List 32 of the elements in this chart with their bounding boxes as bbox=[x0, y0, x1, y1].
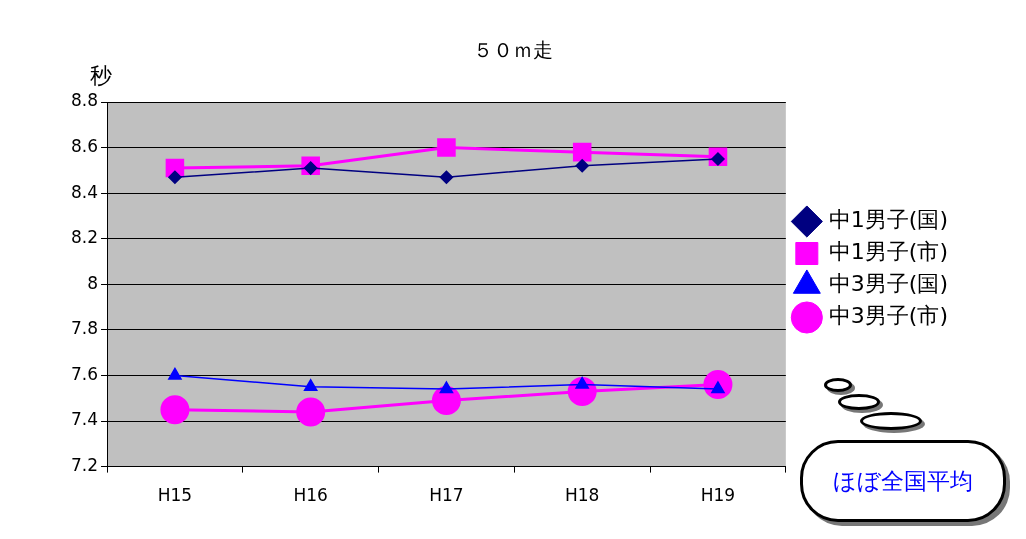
x-tick-label: H17 bbox=[429, 485, 464, 506]
point bbox=[160, 395, 190, 425]
y-tick-label: 7.8 bbox=[70, 318, 99, 339]
y-tick-label: 7.4 bbox=[70, 409, 99, 430]
y-tick-label: 8.8 bbox=[70, 90, 99, 111]
point bbox=[575, 159, 589, 173]
y-tick-label: 7.2 bbox=[70, 455, 99, 476]
x-tick-label: H18 bbox=[564, 485, 600, 506]
legend-label: 中3男子(市) bbox=[828, 303, 949, 329]
legend-label: 中1男子(市) bbox=[828, 239, 949, 265]
point bbox=[168, 367, 182, 380]
point bbox=[303, 379, 318, 392]
point bbox=[572, 142, 592, 162]
y-axis-title: 秒 bbox=[90, 63, 112, 88]
point bbox=[575, 376, 590, 389]
point bbox=[168, 170, 182, 184]
y-tick-label: 8.4 bbox=[70, 181, 99, 202]
x-tick-label: H15 bbox=[157, 485, 193, 506]
x-tick-label: H19 bbox=[700, 485, 736, 506]
chart-title: ５０ｍ走 bbox=[473, 38, 553, 63]
y-tick-label: 8.6 bbox=[70, 136, 99, 156]
legend-label: 中3男子(国) bbox=[828, 271, 949, 297]
point bbox=[437, 138, 456, 157]
y-tick-label: 8.2 bbox=[70, 227, 99, 248]
legend-label: 中1男子(国) bbox=[828, 207, 949, 233]
x-tick-label: H16 bbox=[293, 485, 328, 506]
y-tick-label: 8 bbox=[87, 272, 99, 293]
point bbox=[439, 381, 454, 394]
point bbox=[303, 161, 318, 175]
point bbox=[296, 397, 326, 427]
point bbox=[439, 170, 454, 184]
y-tick-label: 7.6 bbox=[70, 363, 99, 384]
